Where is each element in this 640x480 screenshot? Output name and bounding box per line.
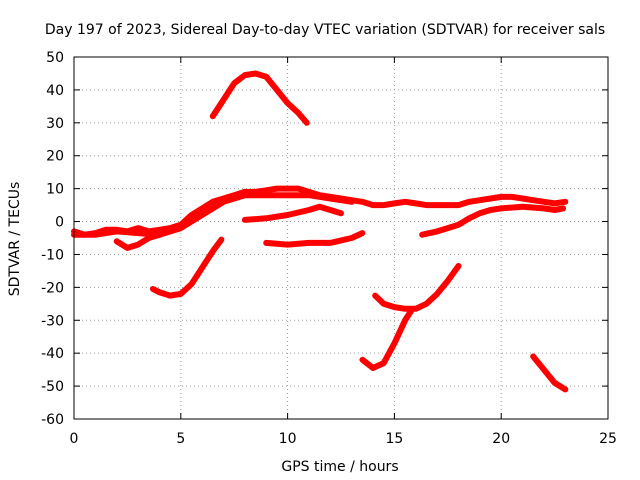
x-tick-label: 0 — [70, 431, 79, 447]
series-arc-3 — [113, 231, 163, 251]
series-arc-7 — [263, 230, 366, 248]
data-series — [71, 70, 569, 393]
series-arc-2 — [71, 192, 355, 238]
x-tick-label: 15 — [385, 431, 403, 447]
series-arc-6 — [241, 203, 344, 223]
y-tick-label: 20 — [46, 149, 64, 165]
y-tick-label: 0 — [55, 215, 64, 231]
series-arc-5 — [209, 70, 310, 126]
chart-title: Day 197 of 2023, Sidereal Day-to-day VTE… — [45, 22, 605, 38]
series-arc-11 — [530, 353, 569, 393]
x-axis-label: GPS time / hours — [281, 459, 398, 475]
y-tick-label: -50 — [41, 379, 64, 395]
series-arc-10 — [419, 203, 567, 238]
y-tick-label: -30 — [41, 313, 64, 329]
series-arc-4 — [150, 236, 225, 299]
axis-ticks: 0 5 10 15 20 25 -60 -50 -40 -30 -20 -10 0 10 20 30 40 50 — [41, 50, 617, 447]
y-tick-label: -60 — [41, 412, 64, 428]
x-tick-label: 20 — [492, 431, 510, 447]
y-tick-label: 40 — [46, 83, 64, 99]
series-arc-9 — [372, 263, 462, 312]
y-tick-label: -10 — [41, 247, 64, 263]
y-tick-label: -20 — [41, 280, 64, 296]
x-tick-label: 10 — [279, 431, 297, 447]
y-tick-label: 30 — [46, 116, 64, 132]
x-tick-label: 5 — [176, 431, 185, 447]
y-tick-label: 50 — [46, 50, 64, 66]
plot-frame — [73, 56, 609, 420]
y-tick-label: -40 — [41, 346, 64, 362]
series-arc-8 — [359, 307, 415, 371]
x-tick-label: 25 — [599, 431, 617, 447]
grid-lines — [74, 57, 608, 419]
y-axis-label: SDTVAR / TECUs — [7, 182, 23, 297]
y-tick-label: 10 — [46, 182, 64, 198]
